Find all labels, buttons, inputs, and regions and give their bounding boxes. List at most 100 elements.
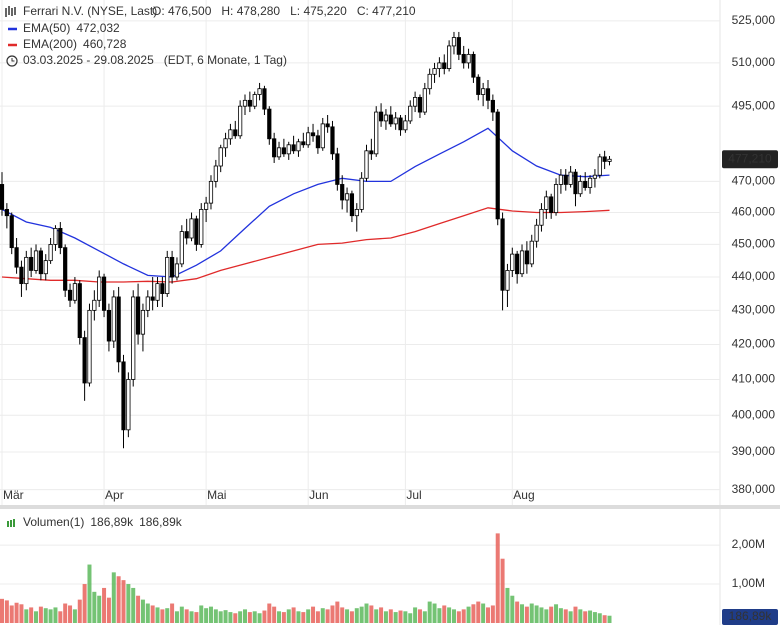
candle-body bbox=[140, 309, 146, 335]
x-tick-label: Mai bbox=[207, 488, 226, 502]
candle-body bbox=[500, 218, 505, 291]
volume-bar bbox=[131, 587, 136, 623]
volume-bar bbox=[408, 613, 413, 623]
volume-bar bbox=[218, 611, 223, 623]
candle-body bbox=[524, 250, 529, 265]
candle-body bbox=[471, 53, 476, 78]
candle-body bbox=[432, 68, 437, 75]
candle-body bbox=[344, 193, 350, 201]
candle-body bbox=[286, 144, 291, 155]
panel-divider bbox=[0, 505, 780, 509]
y-tick-label: 410,000 bbox=[732, 372, 776, 386]
ema-line bbox=[1, 127, 610, 278]
candle-body bbox=[374, 111, 379, 155]
candle-body bbox=[529, 240, 534, 265]
volume-bar bbox=[359, 606, 364, 623]
legend-value: 472,032 bbox=[76, 21, 120, 35]
candle-body bbox=[213, 165, 218, 182]
candle-body bbox=[558, 174, 564, 185]
candle-body bbox=[563, 174, 568, 185]
volume-bar bbox=[602, 615, 607, 623]
candle-body bbox=[257, 88, 262, 95]
volume-bar bbox=[500, 558, 505, 623]
candle-body bbox=[247, 99, 252, 107]
candle-body bbox=[262, 88, 267, 110]
candle-body bbox=[199, 208, 204, 245]
volume-bar bbox=[136, 595, 141, 623]
candle-body bbox=[77, 283, 82, 339]
volume-bar bbox=[257, 613, 262, 623]
volume-bar bbox=[0, 598, 4, 623]
volume-bar bbox=[388, 609, 393, 623]
candle-body bbox=[126, 379, 131, 431]
volume-bar bbox=[335, 601, 340, 623]
y-tick-label: 390,000 bbox=[732, 444, 776, 458]
candle-body bbox=[272, 138, 277, 158]
candle-body bbox=[587, 177, 593, 188]
volume-bar bbox=[106, 597, 111, 623]
volume-bar bbox=[476, 601, 481, 623]
volume-bar bbox=[204, 608, 209, 623]
volume-bar bbox=[330, 605, 335, 623]
volume-bar bbox=[471, 604, 476, 623]
candle-body bbox=[267, 108, 272, 140]
candle-body bbox=[0, 184, 5, 210]
candle-body bbox=[165, 256, 170, 294]
candle-body bbox=[495, 111, 500, 220]
candle-body bbox=[330, 126, 335, 155]
x-tick-label: Jul bbox=[406, 488, 421, 502]
candle-body bbox=[19, 266, 24, 285]
candle-body bbox=[456, 37, 461, 55]
volume-bar bbox=[505, 587, 510, 623]
candle-body bbox=[592, 174, 598, 179]
volume-bar bbox=[320, 608, 325, 623]
volume-bar bbox=[267, 603, 272, 623]
candle-body bbox=[155, 283, 160, 301]
candle-body bbox=[301, 141, 306, 146]
volume-bar bbox=[597, 613, 602, 623]
candle-body bbox=[189, 218, 194, 239]
candle-body bbox=[63, 247, 68, 291]
candle-body bbox=[539, 208, 544, 226]
candle-body bbox=[169, 256, 175, 278]
candle-body bbox=[568, 171, 573, 185]
x-tick-label: Mär bbox=[3, 488, 24, 502]
volume-bar bbox=[179, 606, 184, 623]
volume-bar bbox=[315, 611, 320, 623]
volume-bar bbox=[24, 609, 29, 623]
candle-body bbox=[451, 37, 457, 47]
volume-bar bbox=[554, 604, 559, 623]
candle-body bbox=[242, 99, 248, 107]
candle-body bbox=[82, 337, 87, 384]
candle-body bbox=[223, 138, 228, 149]
candle-body bbox=[369, 150, 374, 155]
y-tick-label: 2,00M bbox=[732, 537, 765, 551]
candle-body bbox=[315, 135, 321, 149]
volume-bar bbox=[442, 605, 447, 623]
volume-bar bbox=[34, 611, 39, 623]
volume-bar bbox=[116, 576, 121, 623]
volume-bar bbox=[199, 605, 204, 623]
volume-bar bbox=[19, 604, 24, 623]
candle-body bbox=[427, 73, 432, 90]
volume-bar bbox=[262, 610, 267, 623]
candle-body bbox=[53, 227, 58, 245]
volume-bar bbox=[58, 611, 63, 623]
y-tick-label: 380,000 bbox=[732, 482, 776, 496]
candle-body bbox=[335, 153, 340, 185]
volume-bar bbox=[213, 609, 218, 623]
candle-body bbox=[184, 231, 189, 239]
y-tick-label: 430,000 bbox=[732, 303, 776, 317]
volume-bar bbox=[417, 609, 422, 623]
candle-body bbox=[354, 208, 359, 217]
volume-bar bbox=[174, 611, 179, 623]
candle-body bbox=[442, 62, 447, 69]
y-tick-label: 470,000 bbox=[732, 174, 776, 188]
volume-legend-value-2: 186,89k bbox=[139, 515, 183, 529]
candle-body bbox=[145, 296, 150, 311]
candle-body bbox=[553, 184, 559, 213]
volume-bar bbox=[233, 613, 238, 623]
y-tick-label: 450,000 bbox=[732, 237, 776, 251]
volume-bar bbox=[592, 612, 597, 623]
note: (EDT, 6 Monate, 1 Tag) bbox=[164, 53, 287, 67]
